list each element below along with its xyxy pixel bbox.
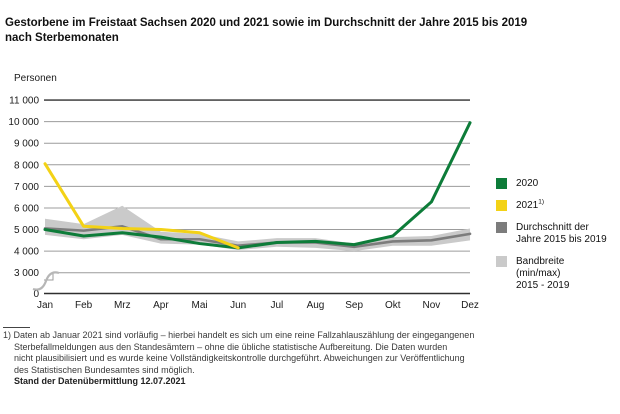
axis-break-icon (32, 271, 60, 291)
legend-label-mean: Durchschnitt der Jahre 2015 bis 2019 (516, 222, 607, 245)
x-tick-label-Mai: Mai (191, 300, 207, 311)
chart-title-line2: nach Sterbemonaten (5, 31, 119, 44)
x-tick-label-Mrz: Mrz (114, 300, 131, 311)
y-tick-label-10000: 10 000 (8, 117, 39, 128)
footnote-stand-date: Stand der Datenübermittlung 12.07.2021 (14, 376, 186, 386)
legend-label-2021: 20211) (516, 198, 545, 211)
x-tick-label-Nov: Nov (423, 300, 441, 311)
x-tick-label-Jan: Jan (37, 300, 53, 311)
y-tick-label-8000: 8 000 (14, 160, 39, 171)
x-tick-label-Feb: Feb (75, 300, 93, 311)
legend-swatch-2021 (496, 200, 507, 211)
legend-label-2020: 2020 (516, 178, 539, 189)
legend-label-band: Bandbreite (min/max) 2015 - 2019 (516, 256, 570, 291)
legend-swatch-2020 (496, 178, 507, 189)
footnote-line-4: des Statistischen Bundesamtes sind mögli… (14, 364, 195, 375)
x-tick-label-Jun: Jun (230, 300, 246, 311)
chart-title-line1: Gestorbene im Freistaat Sachsen 2020 und… (5, 17, 528, 29)
band-minmax-area (45, 205, 471, 252)
y-tick-label-7000: 7 000 (14, 182, 39, 193)
y-axis-title: Personen (14, 73, 57, 84)
chart-title: Gestorbene im Freistaat Sachsen 2020 und… (5, 16, 527, 45)
x-tick-label-Aug: Aug (307, 300, 325, 311)
x-tick-label-Dez: Dez (461, 300, 479, 311)
y-tick-label-9000: 9 000 (14, 139, 39, 150)
y-tick-label-11000: 11 000 (9, 96, 39, 107)
legend-item-2021: 20211) (496, 198, 607, 212)
legend-swatch-mean (496, 222, 507, 233)
legend-swatch-band (496, 256, 507, 267)
series-line-2021 (43, 162, 240, 250)
legend-item-mean: Durchschnitt der Jahre 2015 bis 2019 (496, 222, 607, 246)
footnote-line-1: 1) Daten ab Januar 2021 sind vorläufig –… (3, 330, 475, 340)
y-tick-label-3000: 3 000 (14, 268, 39, 279)
y-tick-label-6000: 6 000 (14, 203, 39, 214)
x-tick-label-Sep: Sep (345, 300, 363, 311)
footnote-line-2: Sterbefallmeldungen aus den Standesämter… (14, 341, 448, 352)
x-tick-label-Apr: Apr (153, 300, 169, 311)
y-tick-label-5000: 5 000 (14, 225, 39, 236)
legend-footnote-marker: 1) (538, 198, 545, 206)
y-tick-label-0: 0 (33, 289, 39, 300)
legend-item-2020: 2020 (496, 178, 607, 190)
y-tick-label-4000: 4 000 (14, 247, 39, 258)
footnote-separator-rule (3, 327, 30, 329)
series-line-2020 (43, 121, 472, 250)
footnote-line-3: nicht plausibilisiert und es wurde keine… (14, 353, 465, 363)
footnote: 1) Daten ab Januar 2021 sind vorläufig –… (3, 327, 583, 388)
chart-canvas: 11 000 10 000 9 000 8 000 7 000 6 000 5 000 4 0… (8, 73, 479, 311)
legend-item-band: Bandbreite (min/max) 2015 - 2019 (496, 256, 607, 292)
x-tick-label-Jul: Jul (270, 300, 283, 311)
x-tick-label-Okt: Okt (385, 300, 401, 311)
legend: 2020 20211) Durchschnitt der Jahre 2015 bis… (496, 178, 607, 292)
